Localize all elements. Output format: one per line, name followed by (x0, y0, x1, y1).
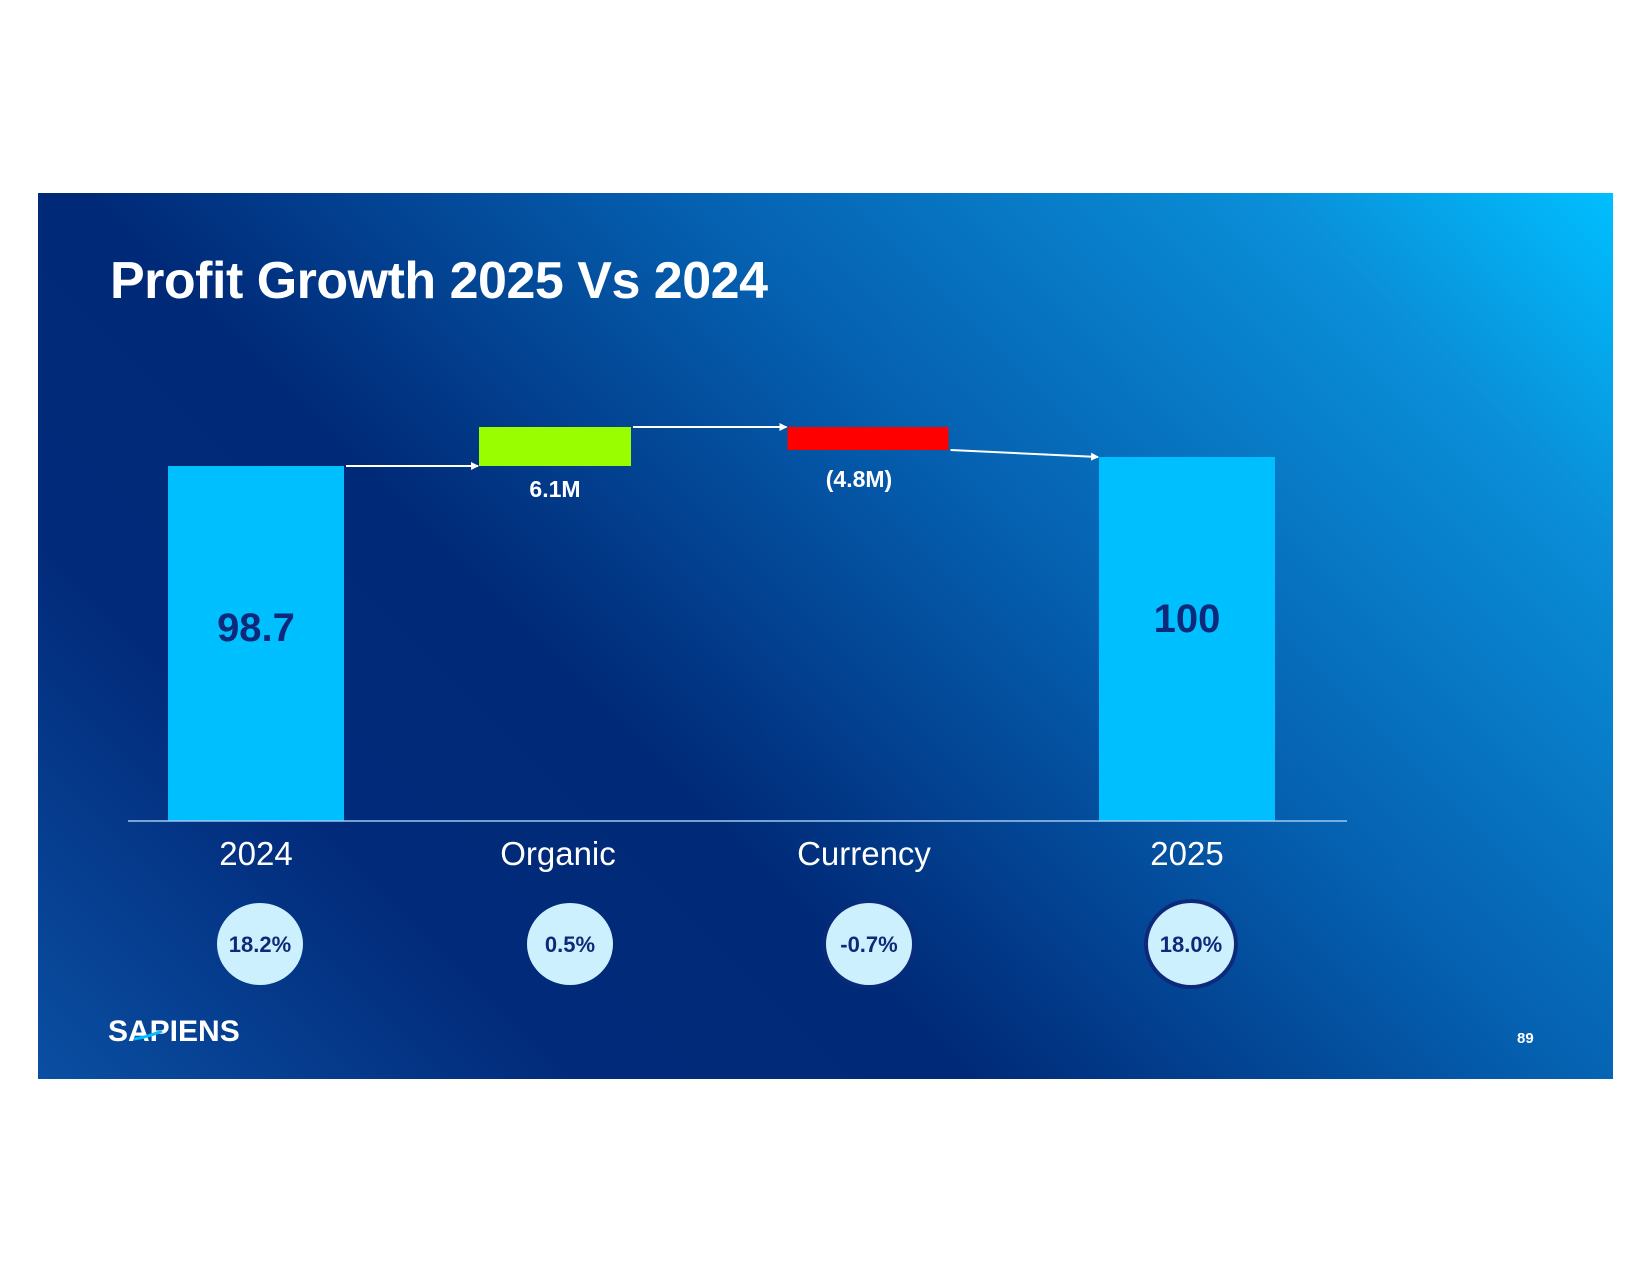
margin-badge: 18.2% (217, 903, 303, 985)
x-tick-label: 2024 (219, 835, 292, 872)
margin-label: 18.2% (229, 932, 291, 957)
margin-label: 18.0% (1160, 932, 1222, 957)
slide-title: Profit Growth 2025 Vs 2024 (110, 252, 768, 310)
x-tick-label: 2025 (1150, 835, 1223, 872)
margin-badge: 0.5% (527, 903, 613, 985)
margin-badge: 18.0% (1144, 899, 1238, 989)
bar-value-label: 98.7 (217, 606, 295, 650)
margin-label: -0.7% (840, 932, 897, 957)
sapiens-logo: SAPIENS (108, 1015, 240, 1049)
margin-badge: -0.7% (822, 899, 916, 989)
margin-label: 0.5% (545, 932, 595, 957)
logo-swoosh-icon (134, 1031, 163, 1041)
connector-arrow-3 (950, 449, 1099, 461)
badge-circle (217, 903, 303, 985)
delta-value-label: 6.1M (529, 476, 580, 502)
badge-circle (1148, 903, 1234, 985)
bar-increase-organic (479, 427, 631, 466)
bar-total-2025 (1099, 457, 1275, 821)
x-tick-label: Currency (797, 835, 931, 872)
badge-circle (527, 903, 613, 985)
badge-circle (826, 903, 912, 985)
logo-text: SAPIENS (108, 1015, 240, 1048)
bar-total-2024 (168, 466, 344, 821)
slide: Profit Growth 2025 Vs 2024 98.7 6.1M (4.8M… (38, 193, 1613, 1079)
waterfall-chart: 98.7 6.1M (4.8M) 100 2024 Organic Currency 2025… (128, 423, 1347, 989)
delta-value-label: (4.8M) (826, 466, 892, 492)
bar-value-label: 100 (1154, 597, 1221, 641)
x-tick-label: Organic (500, 835, 616, 872)
bar-decrease-currency (787, 427, 949, 451)
page-number: 89 (1517, 1030, 1534, 1047)
